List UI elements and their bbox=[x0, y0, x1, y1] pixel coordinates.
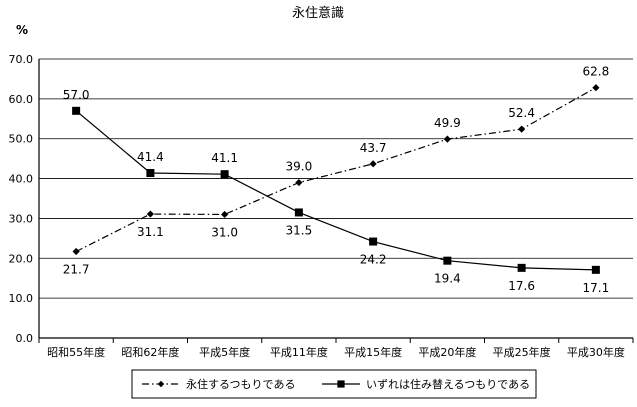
x-tick-label: 平成15年度 bbox=[344, 345, 402, 359]
square-marker bbox=[146, 168, 155, 177]
x-tick-label: 平成25年度 bbox=[493, 345, 551, 359]
legend-diamond-marker bbox=[157, 380, 165, 388]
data-label: 52.4 bbox=[508, 106, 535, 120]
x-axis-ticks: 昭和55年度 昭和62年度 平成5年度 平成11年度 平成15年度 平成20年度 平成25年… bbox=[38, 338, 634, 359]
y-tick-label: 30.0 bbox=[9, 212, 34, 225]
square-marker bbox=[294, 208, 303, 217]
gridlines bbox=[38, 58, 633, 339]
y-tick-label: 10.0 bbox=[9, 292, 34, 305]
data-label: 17.1 bbox=[583, 281, 610, 295]
diamond-marker bbox=[221, 210, 229, 219]
x-tick-label: 平成20年度 bbox=[418, 345, 476, 359]
square-marker bbox=[72, 106, 81, 115]
y-tick-label: 70.0 bbox=[9, 53, 34, 66]
legend-square-marker bbox=[337, 380, 345, 388]
series-lines bbox=[72, 84, 600, 274]
diamond-marker bbox=[72, 247, 80, 256]
square-marker bbox=[591, 265, 600, 274]
y-tick-label: 20.0 bbox=[9, 252, 34, 265]
square-marker bbox=[517, 263, 526, 272]
square-marker bbox=[443, 256, 452, 265]
x-tick-label: 昭和62年度 bbox=[121, 345, 179, 359]
data-label: 41.4 bbox=[137, 150, 164, 164]
y-tick-label: 40.0 bbox=[9, 173, 34, 186]
chart-title: 永住意識 bbox=[292, 5, 344, 21]
x-tick-label: 平成5年度 bbox=[199, 345, 250, 359]
diamond-marker bbox=[295, 178, 303, 187]
series-line bbox=[75, 110, 596, 271]
data-label: 62.8 bbox=[583, 65, 610, 79]
y-axis-ticks: 0.0 10.0 20.0 30.0 40.0 50.0 60.0 70.0 bbox=[9, 53, 34, 345]
data-label: 17.6 bbox=[508, 279, 535, 293]
legend-label: 永住するつもりである bbox=[186, 377, 295, 391]
y-tick-label: 0.0 bbox=[16, 332, 34, 345]
data-label: 31.1 bbox=[137, 225, 164, 239]
data-label: 21.7 bbox=[63, 263, 90, 277]
data-label: 49.9 bbox=[434, 116, 461, 130]
diamond-marker bbox=[518, 125, 526, 133]
legend-label: いずれは住み替えるつもりである bbox=[366, 377, 530, 391]
data-label: 31.0 bbox=[211, 225, 238, 239]
x-tick-label: 平成11年度 bbox=[270, 345, 328, 359]
data-label: 57.0 bbox=[63, 88, 90, 102]
data-label: 19.4 bbox=[434, 272, 461, 286]
y-tick-label: 50.0 bbox=[9, 133, 34, 146]
data-label: 41.1 bbox=[211, 151, 238, 165]
y-axis-unit-label: % bbox=[16, 23, 28, 37]
data-label: 24.2 bbox=[360, 253, 387, 267]
diamond-marker bbox=[443, 135, 451, 143]
data-label: 43.7 bbox=[360, 141, 387, 155]
legend: 永住するつもりである いずれは住み替えるつもりである bbox=[131, 369, 537, 399]
data-label: 31.5 bbox=[286, 223, 313, 237]
x-tick-label: 昭和55年度 bbox=[47, 345, 105, 359]
square-marker bbox=[220, 170, 229, 179]
plot-area bbox=[39, 59, 633, 338]
diamond-marker bbox=[369, 160, 377, 168]
diamond-marker bbox=[146, 210, 154, 218]
data-label: 39.0 bbox=[286, 160, 313, 174]
square-marker bbox=[369, 237, 378, 246]
diamond-marker bbox=[592, 84, 600, 92]
x-tick-label: 平成30年度 bbox=[567, 345, 625, 359]
series-line bbox=[75, 87, 597, 253]
data-labels: 21.7 31.1 31.0 39.0 43.7 49.9 52.4 62.8 57.0 41.4… bbox=[63, 65, 609, 295]
y-tick-label: 60.0 bbox=[9, 93, 34, 106]
